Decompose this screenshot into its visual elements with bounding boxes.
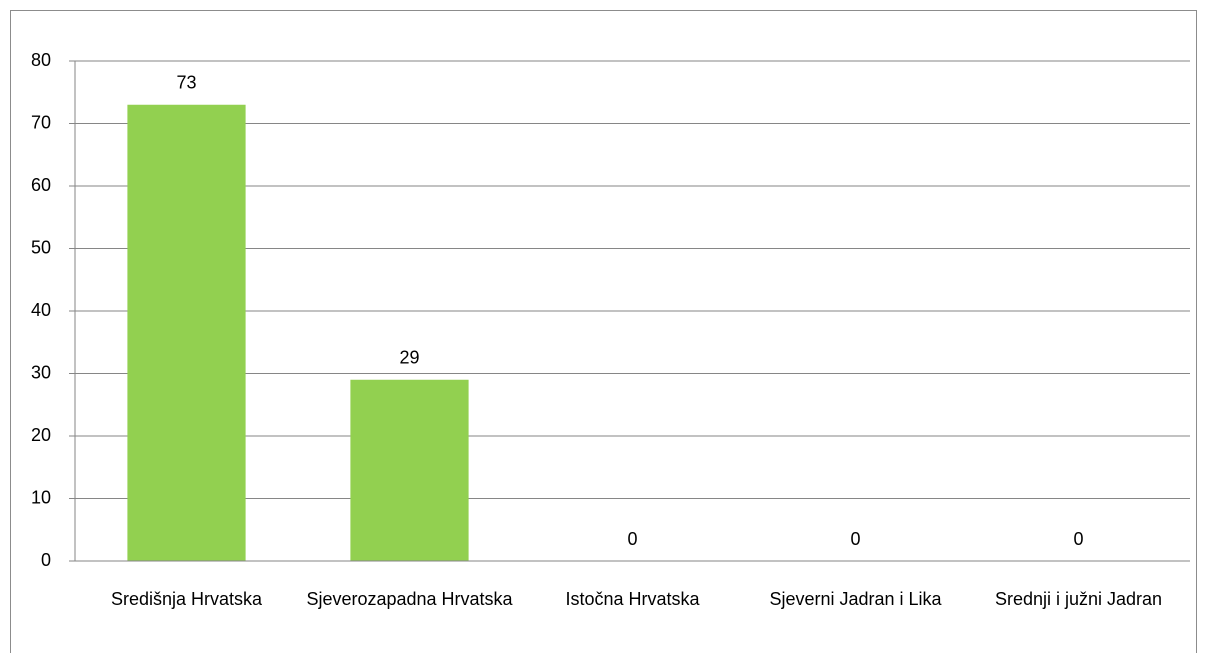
data-label: 0 (627, 529, 637, 549)
bar (350, 379, 469, 561)
data-label: 73 (176, 73, 196, 93)
x-tick-label: Sjeverozapadna Hrvatska (306, 589, 513, 609)
chart-frame (10, 10, 1197, 653)
y-tick-label: 30 (31, 362, 51, 382)
x-tick-label: Središnja Hrvatska (110, 589, 263, 609)
data-label: 0 (1073, 529, 1083, 549)
y-tick-label: 80 (31, 50, 51, 70)
y-tick-label: 0 (41, 550, 51, 570)
y-tick-label: 20 (31, 425, 51, 445)
y-tick-label: 70 (31, 112, 51, 132)
data-label: 0 (850, 529, 860, 549)
y-tick-label: 60 (31, 175, 51, 195)
bar (127, 104, 246, 561)
x-tick-label: Srednji i južni Jadran (994, 589, 1163, 609)
y-tick-label: 10 (31, 487, 51, 507)
x-tick-label: Sjeverni Jadran i Lika (769, 589, 942, 609)
x-tick-label: Istočna Hrvatska (565, 589, 700, 609)
y-tick-label: 40 (31, 300, 51, 320)
y-tick-label: 50 (31, 237, 51, 257)
data-label: 29 (399, 348, 419, 368)
